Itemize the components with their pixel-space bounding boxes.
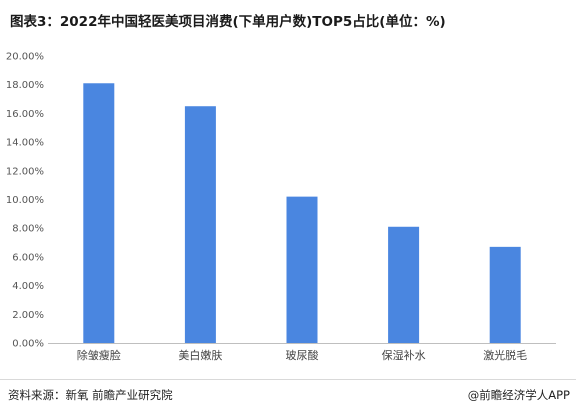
y-tick-label: 20.00% [6, 52, 44, 63]
x-tick-label: 美白嫩肤 [178, 348, 222, 362]
y-tick-label: 6.00% [12, 252, 44, 263]
bar-2 [184, 106, 216, 343]
bar-4 [388, 226, 420, 343]
bar-5 [489, 246, 521, 343]
y-tick-label: 12.00% [6, 166, 44, 177]
x-tick-label: 玻尿酸 [286, 348, 319, 362]
y-tick-label: 18.00% [6, 80, 44, 91]
y-tick-label: 10.00% [6, 195, 44, 206]
bar-3 [286, 196, 318, 343]
brand-credit: @前瞻经济学人APP [467, 388, 570, 402]
x-axis-ticks: 除皱瘦脸 美白嫩肤 玻尿酸 保湿补水 激光脱毛 [77, 348, 527, 362]
y-tick-label: 16.00% [6, 109, 44, 120]
y-tick-label: 0.00% [12, 339, 44, 350]
x-tick-label: 保湿补水 [382, 348, 426, 362]
y-axis-ticks: 0.00% 2.00% 4.00% 6.00% 8.00% 10.00% 12.00% 14.… [6, 52, 44, 350]
y-tick-label: 8.00% [12, 224, 44, 235]
y-tick-label: 4.00% [12, 281, 44, 292]
x-tick-label: 激光脱毛 [483, 348, 527, 362]
y-tick-label: 14.00% [6, 138, 44, 149]
source-note: 资料来源：新氧 前瞻产业研究院 [8, 388, 173, 402]
x-tick-label: 除皱瘦脸 [77, 348, 121, 362]
y-tick-label: 2.00% [12, 310, 44, 321]
bars [83, 83, 521, 343]
bar-chart: 0.00% 2.00% 4.00% 6.00% 8.00% 10.00% 12.00% 14.… [6, 52, 556, 362]
footer-divider [0, 379, 576, 380]
bar-1 [83, 83, 115, 343]
chart-title: 图表3：2022年中国轻医美项目消费(下单用户数)TOP5占比(单位：%) [10, 14, 446, 30]
